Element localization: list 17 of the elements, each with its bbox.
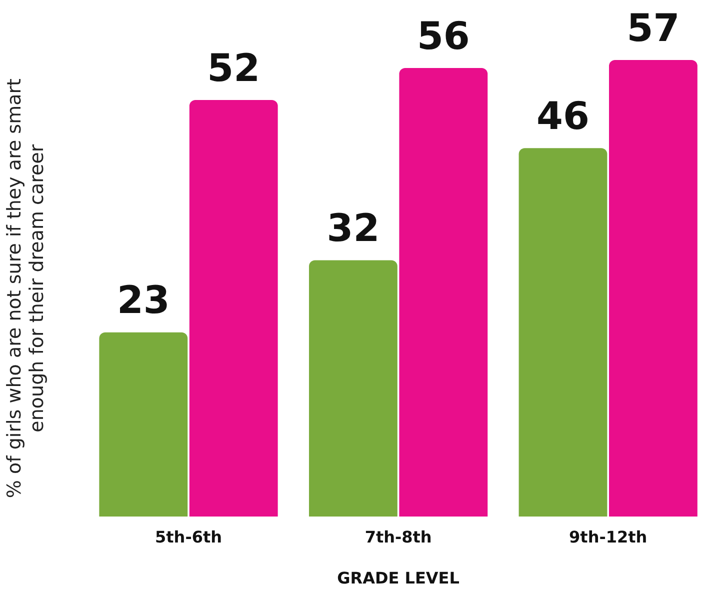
y-axis-title: % of girls who are not sure if they are smart enough for their dream career <box>3 78 48 498</box>
bar <box>189 100 278 517</box>
data-label: 32 <box>326 206 380 250</box>
bar <box>518 148 608 517</box>
data-label: 57 <box>626 6 680 50</box>
x-axis-title: GRADE LEVEL <box>337 568 460 588</box>
data-label: 46 <box>536 94 590 138</box>
data-label: 56 <box>416 14 470 58</box>
bar <box>308 260 398 517</box>
x-tick-label: 9th-12th <box>569 527 648 546</box>
data-label: 23 <box>116 278 170 322</box>
bar <box>399 68 488 517</box>
x-tick-label: 5th-6th <box>155 527 222 546</box>
data-label: 52 <box>207 46 260 90</box>
x-tick-label: 7th-8th <box>364 527 432 546</box>
bar <box>99 332 188 517</box>
bar <box>609 60 698 517</box>
